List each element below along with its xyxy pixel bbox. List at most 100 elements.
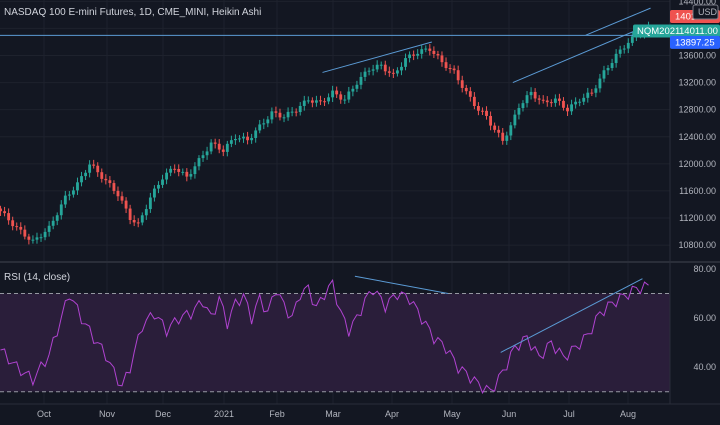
symbol-tag-value: 14011.00 xyxy=(679,26,718,37)
candle-body xyxy=(436,53,440,56)
candle-body xyxy=(185,171,189,177)
time-tick-label: Oct xyxy=(37,409,52,419)
price-tick-label: 11600.00 xyxy=(679,186,716,196)
trend-lines[interactable] xyxy=(322,7,651,84)
candle-body xyxy=(327,97,330,102)
candle-body xyxy=(27,236,31,240)
candle-body xyxy=(586,92,590,98)
rsi-series xyxy=(0,278,649,395)
candle-body xyxy=(359,76,363,85)
symbol-tag-bg xyxy=(633,24,720,38)
candle-body xyxy=(468,91,472,97)
candle-body xyxy=(379,64,383,66)
candle-body xyxy=(315,100,318,103)
candle-body xyxy=(610,63,614,68)
candle-body xyxy=(335,90,339,95)
candle-body xyxy=(525,95,529,104)
candle-body xyxy=(144,209,148,216)
crosshair-tag: 13897.25 xyxy=(670,35,720,49)
candle-body xyxy=(497,129,501,133)
candle-body xyxy=(343,99,347,101)
candle-body xyxy=(88,164,92,173)
candle-body xyxy=(165,172,168,180)
time-tick-label: Jun xyxy=(502,409,517,419)
candle-body xyxy=(404,58,407,67)
price-tick-label: 14400.00 xyxy=(678,0,716,6)
candle-body xyxy=(108,180,112,184)
price-tick-label: 12000.00 xyxy=(678,159,716,169)
rsi-trend-line[interactable] xyxy=(354,275,449,294)
candle-body xyxy=(169,168,173,173)
candle-body xyxy=(306,100,310,102)
candle-body xyxy=(173,168,177,170)
candle-body xyxy=(217,143,221,150)
candle-body xyxy=(262,123,266,125)
candle-body xyxy=(594,88,598,93)
candle-body xyxy=(7,213,11,221)
rsi-trend-line[interactable] xyxy=(500,278,643,353)
candle-body xyxy=(23,229,27,237)
candle-body xyxy=(120,196,124,201)
rsi-label: RSI (14, close) xyxy=(4,272,70,283)
currency-badge-label: USD xyxy=(698,7,718,17)
candle-body xyxy=(132,219,136,223)
price-tick-label: 13200.00 xyxy=(678,78,716,88)
candle-body xyxy=(460,80,464,88)
candle-body xyxy=(408,54,411,59)
price-trend-line[interactable] xyxy=(512,27,643,84)
candle-body xyxy=(558,98,561,101)
candle-body xyxy=(351,88,355,92)
candle-body xyxy=(302,100,306,106)
candle-body xyxy=(630,36,634,43)
candle-body xyxy=(11,220,15,227)
candle-body xyxy=(181,171,185,173)
candle-body xyxy=(116,190,120,197)
rsi-trend-lines[interactable] xyxy=(354,275,643,353)
candle-body xyxy=(493,125,497,130)
candle-body xyxy=(509,125,513,136)
candle-body xyxy=(618,49,622,54)
candle-body xyxy=(193,166,197,175)
time-tick-label: Feb xyxy=(269,409,285,419)
candle-body xyxy=(396,70,399,74)
candle-body xyxy=(553,98,557,103)
candle-body xyxy=(15,226,19,228)
candle-body xyxy=(574,101,578,105)
crosshair-tag-bg xyxy=(670,35,720,49)
rsi-ticks[interactable]: 80.00 60.00 40.00 xyxy=(693,264,716,372)
candle-body xyxy=(481,110,484,112)
symbol-tag: NQM2021 14011.00 xyxy=(633,24,720,38)
candle-body xyxy=(100,172,104,179)
candle-body xyxy=(189,174,193,177)
candle-body xyxy=(153,188,156,198)
candle-body xyxy=(626,42,630,49)
candle-body xyxy=(128,208,132,220)
rsi-tick-label: 60.00 xyxy=(693,313,716,323)
candle-body xyxy=(59,204,63,216)
candle-body xyxy=(477,106,480,111)
candle-body xyxy=(489,115,492,126)
price-tick-label: 12400.00 xyxy=(678,132,716,142)
candle-body xyxy=(391,72,395,74)
candle-body xyxy=(622,48,626,50)
candle-body xyxy=(416,53,420,56)
time-tick-label: May xyxy=(443,409,461,419)
candle-body xyxy=(112,183,116,191)
candle-body xyxy=(39,237,43,239)
candle-body xyxy=(76,182,79,191)
candle-body xyxy=(294,111,298,113)
candle-body xyxy=(363,71,367,77)
currency-badge[interactable]: USD xyxy=(692,4,719,20)
candle-body xyxy=(541,99,545,101)
candle-body xyxy=(67,194,71,196)
candle-body xyxy=(92,164,96,166)
price-trend-line[interactable] xyxy=(585,7,651,36)
candle-body xyxy=(72,190,75,195)
price-trend-line[interactable] xyxy=(322,41,432,73)
candle-body xyxy=(355,84,359,89)
time-tick-label: Dec xyxy=(155,409,172,419)
candle-body xyxy=(157,184,160,189)
candle-body xyxy=(35,237,39,240)
time-ticks[interactable]: Oct Nov Dec 2021 Feb Mar Apr May Jun Jul Aug xyxy=(37,409,636,419)
